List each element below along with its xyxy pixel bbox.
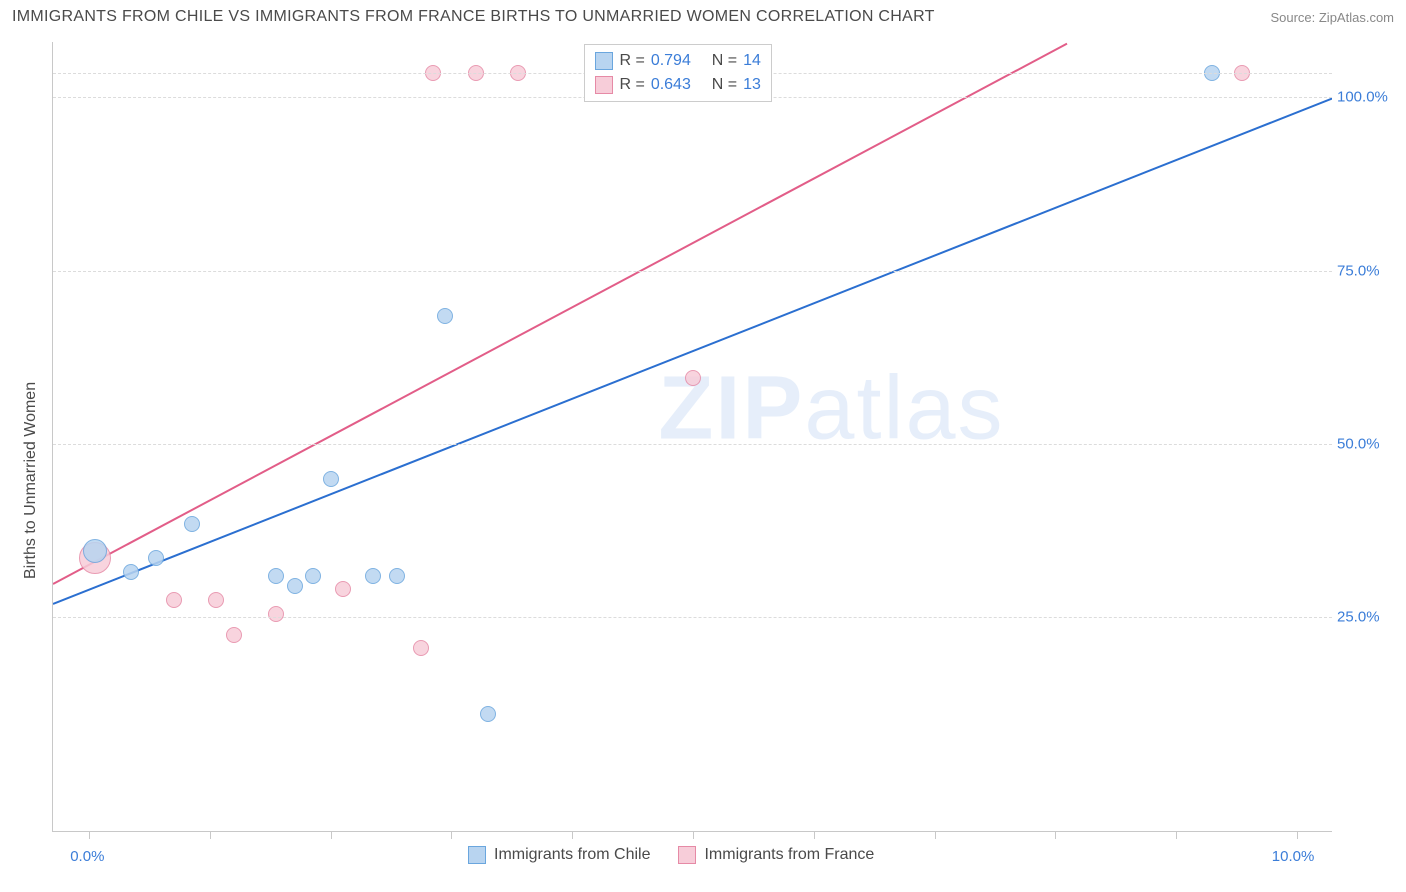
data-point bbox=[208, 592, 224, 608]
x-tick bbox=[451, 831, 452, 839]
chart-source: Source: ZipAtlas.com bbox=[1270, 10, 1394, 25]
data-point bbox=[389, 568, 405, 584]
legend-item-france: Immigrants from France bbox=[678, 846, 874, 864]
y-tick-label: 25.0% bbox=[1337, 609, 1392, 626]
data-point bbox=[335, 581, 351, 597]
legend-item-chile: Immigrants from Chile bbox=[468, 846, 650, 864]
data-point bbox=[148, 550, 164, 566]
n-label: N = bbox=[712, 49, 737, 73]
data-point bbox=[305, 568, 321, 584]
data-point bbox=[437, 308, 453, 324]
data-point bbox=[268, 568, 284, 584]
data-point bbox=[123, 564, 139, 580]
legend-label-france: Immigrants from France bbox=[704, 846, 874, 864]
data-point bbox=[685, 370, 701, 386]
x-tick bbox=[935, 831, 936, 839]
r-label: R = bbox=[619, 49, 644, 73]
r-value-france: 0.643 bbox=[651, 73, 691, 97]
data-point bbox=[323, 471, 339, 487]
n-value-france: 13 bbox=[743, 73, 761, 97]
swatch-france-icon bbox=[678, 846, 696, 864]
gridline bbox=[53, 617, 1332, 618]
n-value-chile: 14 bbox=[743, 49, 761, 73]
x-tick bbox=[89, 831, 90, 839]
y-tick-label: 100.0% bbox=[1337, 89, 1392, 106]
data-point bbox=[287, 578, 303, 594]
x-tick bbox=[814, 831, 815, 839]
plot-area: ZIPatlas 25.0%50.0%75.0%100.0% bbox=[52, 42, 1332, 832]
x-tick bbox=[1297, 831, 1298, 839]
x-tick-label-max: 10.0% bbox=[1272, 848, 1315, 865]
y-axis-label: Births to Unmarried Women bbox=[22, 382, 40, 579]
data-point bbox=[83, 539, 107, 563]
legend-label-chile: Immigrants from Chile bbox=[494, 846, 650, 864]
data-point bbox=[184, 516, 200, 532]
y-tick-label: 50.0% bbox=[1337, 435, 1392, 452]
legend-stats-row-chile: R = 0.794 N = 14 bbox=[595, 49, 760, 73]
legend-stats-box: R = 0.794 N = 14 R = 0.643 N = 13 bbox=[584, 44, 771, 102]
data-point bbox=[413, 640, 429, 656]
data-point bbox=[226, 627, 242, 643]
r-label: R = bbox=[619, 73, 644, 97]
data-point bbox=[268, 606, 284, 622]
chart-title: IMMIGRANTS FROM CHILE VS IMMIGRANTS FROM… bbox=[12, 8, 935, 26]
data-point bbox=[480, 706, 496, 722]
trend-line bbox=[53, 42, 1068, 584]
legend-series: Immigrants from Chile Immigrants from Fr… bbox=[468, 846, 874, 864]
trend-line bbox=[53, 98, 1332, 606]
watermark: ZIPatlas bbox=[658, 358, 1004, 461]
x-tick bbox=[331, 831, 332, 839]
x-tick bbox=[1176, 831, 1177, 839]
legend-stats-row-france: R = 0.643 N = 13 bbox=[595, 73, 760, 97]
title-bar: IMMIGRANTS FROM CHILE VS IMMIGRANTS FROM… bbox=[12, 8, 1394, 26]
y-tick-label: 75.0% bbox=[1337, 262, 1392, 279]
x-tick bbox=[1055, 831, 1056, 839]
data-point bbox=[365, 568, 381, 584]
swatch-chile-icon bbox=[595, 52, 613, 70]
swatch-france-icon bbox=[595, 76, 613, 94]
gridline bbox=[53, 444, 1332, 445]
plot-clip: ZIPatlas bbox=[53, 42, 1332, 831]
n-label: N = bbox=[712, 73, 737, 97]
x-tick bbox=[693, 831, 694, 839]
x-tick bbox=[572, 831, 573, 839]
r-value-chile: 0.794 bbox=[651, 49, 691, 73]
x-tick-label-min: 0.0% bbox=[70, 848, 104, 865]
data-point bbox=[166, 592, 182, 608]
swatch-chile-icon bbox=[468, 846, 486, 864]
x-tick bbox=[210, 831, 211, 839]
gridline bbox=[53, 271, 1332, 272]
